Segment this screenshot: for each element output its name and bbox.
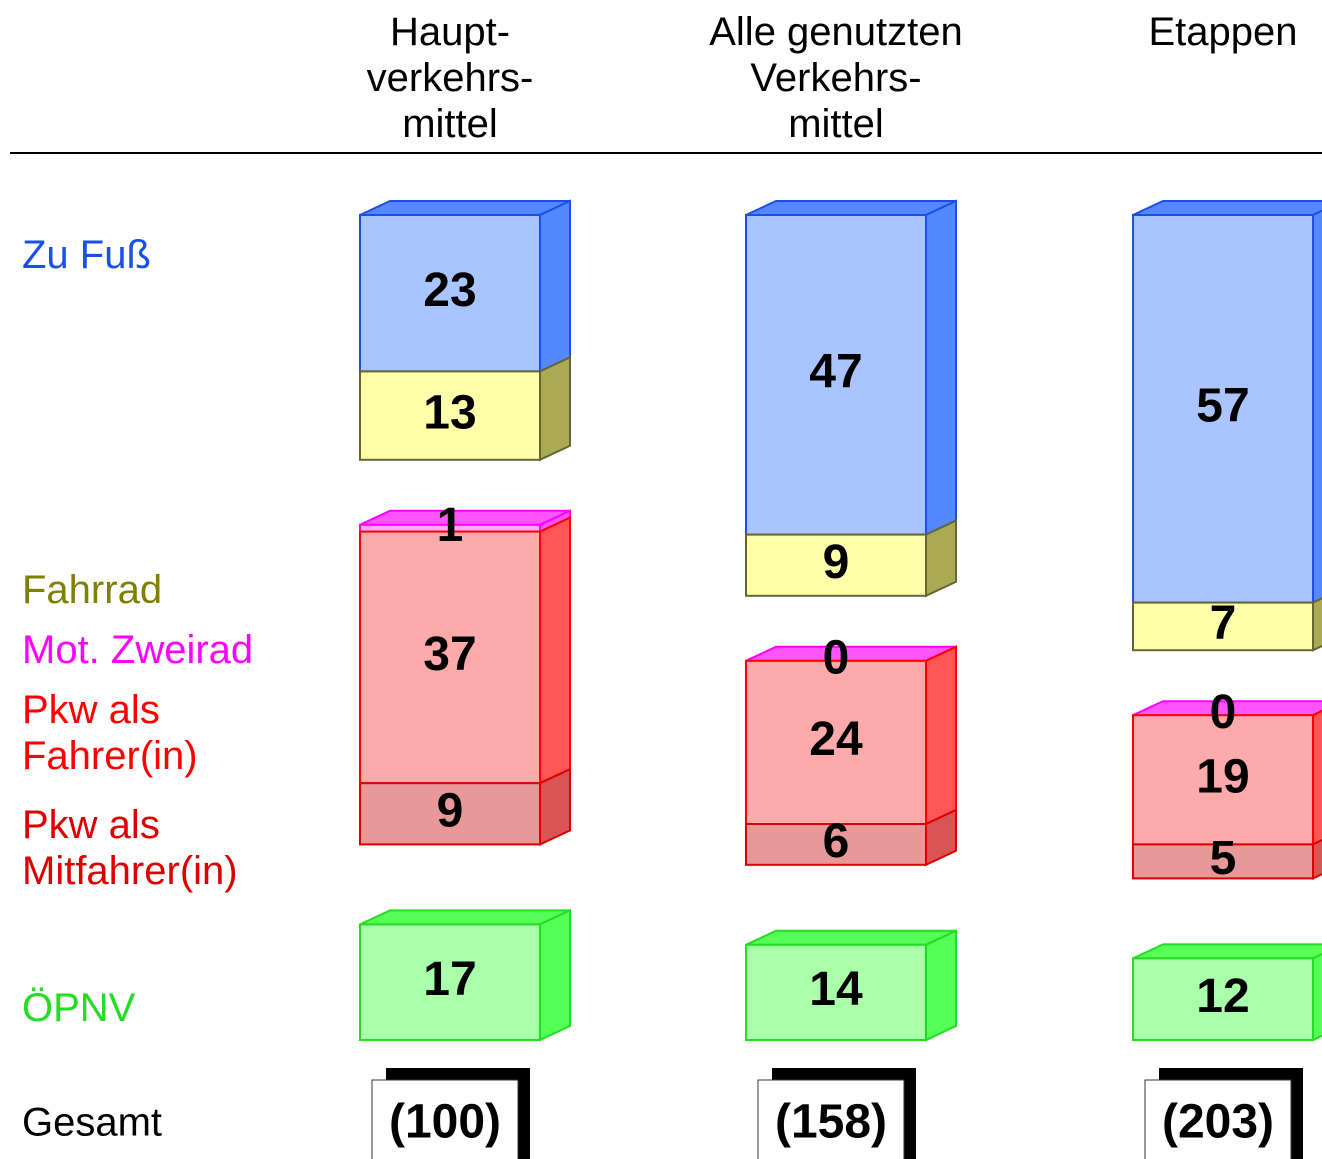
bar-front (1132, 214, 1314, 604)
bar-front (745, 823, 927, 866)
legend-label: Zu Fuß (22, 233, 151, 277)
bar-segment (745, 929, 957, 1042)
value-label: 17 (423, 953, 476, 1006)
bar-side (1312, 839, 1322, 880)
bar-segment (745, 645, 957, 826)
bar-top (359, 200, 571, 216)
bar-segment (1132, 209, 1322, 605)
bar-segment (359, 767, 571, 846)
bar-segment (1132, 709, 1322, 846)
bar-front (359, 782, 541, 846)
bar-segment (1132, 839, 1322, 880)
bar-top (1132, 200, 1322, 216)
bar-top (359, 909, 571, 926)
value-label: 57 (1196, 379, 1249, 432)
bar-side (539, 355, 571, 462)
value-label: 19 (1196, 750, 1249, 803)
value-label: 7 (1210, 597, 1237, 650)
bar-side (539, 767, 571, 846)
total-box (1144, 1079, 1292, 1159)
bar-segment (359, 355, 571, 462)
bar-front (359, 923, 541, 1042)
bar-segment (745, 808, 957, 867)
total-box (757, 1079, 905, 1159)
column-header: Haupt-verkehrs-mittel (367, 10, 534, 146)
value-label: 9 (437, 784, 464, 837)
bar-side (1312, 209, 1322, 605)
bar-side (539, 908, 571, 1042)
bar-front (1132, 714, 1314, 846)
value-label: 47 (809, 345, 862, 398)
legend-label: Pkw als Fahrer(in) (22, 688, 198, 778)
bar-front (1132, 601, 1314, 652)
bar-segment (745, 519, 957, 598)
bar-top (745, 200, 957, 216)
bar-front (745, 214, 927, 536)
total-box (371, 1079, 519, 1159)
legend-label: Mot. Zweirad (22, 628, 253, 672)
bar-side (1312, 709, 1322, 846)
value-label: 5 (1210, 832, 1237, 885)
bar-side (925, 519, 957, 598)
value-label: 9 (823, 536, 850, 589)
value-label: 6 (823, 815, 850, 868)
bar-top (745, 929, 957, 946)
bar-side (539, 516, 571, 785)
value-label: 0 (823, 631, 850, 684)
bar-segment (745, 199, 957, 537)
bar-segment (359, 908, 571, 1042)
legend-label: Fahrrad (22, 568, 162, 612)
bar-front (745, 943, 927, 1041)
bar-side (539, 199, 571, 373)
bar-side (1312, 597, 1322, 652)
bar-segment (1132, 597, 1322, 652)
value-label: 0 (1210, 686, 1237, 739)
bar-side (925, 199, 957, 537)
value-label: 23 (423, 264, 476, 317)
bar-side (925, 929, 957, 1042)
value-label: 12 (1196, 970, 1249, 1023)
total-label: (203) (1162, 1096, 1274, 1149)
column-header: Etappen (1148, 10, 1297, 54)
value-label: 1 (437, 499, 464, 552)
bar-side (925, 645, 957, 826)
total-label: (158) (775, 1096, 887, 1149)
bar-side (925, 808, 957, 867)
legend-label: ÖPNV (22, 986, 136, 1030)
value-label: 14 (809, 963, 863, 1016)
bar-top (745, 645, 957, 662)
bar-top (359, 509, 571, 526)
bar-side (1312, 953, 1322, 1042)
column-header: Alle genutzten Verkehrs-mittel (709, 10, 963, 146)
bar-front (745, 659, 927, 825)
bar-front (1132, 957, 1314, 1042)
bar-top (1132, 943, 1322, 960)
bar-segment (1132, 953, 1322, 1042)
value-label: 37 (423, 628, 476, 681)
legend-label: Pkw als Mitfahrer(in) (22, 803, 238, 893)
bar-front (359, 370, 541, 461)
value-label: 24 (809, 713, 863, 766)
total-label: (100) (389, 1096, 501, 1149)
bar-front (745, 533, 927, 597)
value-label: 13 (423, 386, 476, 439)
bar-front (1132, 843, 1314, 880)
legend-label: Gesamt (22, 1101, 162, 1145)
